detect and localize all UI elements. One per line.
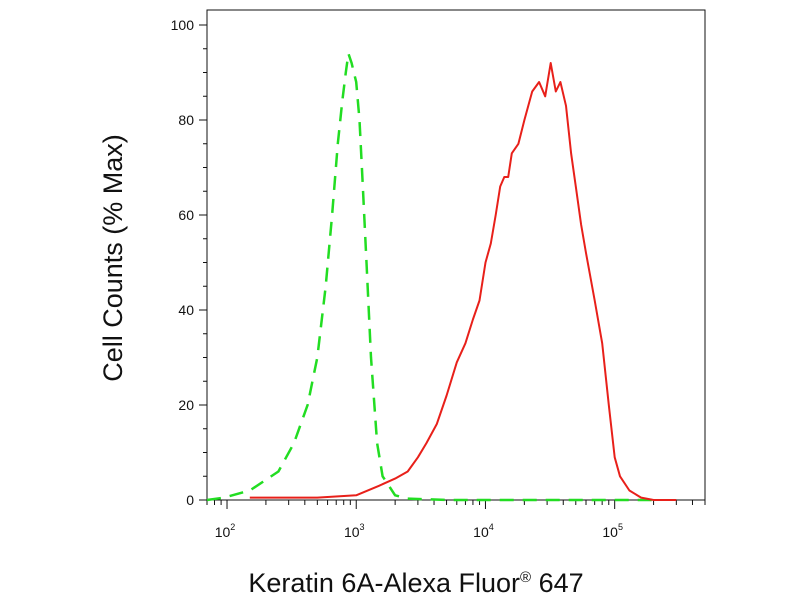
plot-frame [206, 9, 706, 501]
x-tick-label: 104 [473, 522, 494, 540]
series-1-line [249, 62, 677, 501]
y-axis-title: Cell Counts (% Max) [98, 134, 128, 382]
x-tick-base: 10 [215, 524, 231, 540]
x-tick-base: 10 [473, 524, 489, 540]
x-axis-title: Keratin 6A-Alexa Fluor® 647 [248, 568, 583, 598]
series-0-line [206, 52, 654, 502]
y-axis: 0 20 40 60 80 100 [171, 17, 207, 508]
y-tick-label: 0 [186, 492, 194, 508]
x-axis-title-main: Keratin 6A-Alexa Fluor [248, 568, 520, 598]
x-tick-exponent: 3 [360, 522, 365, 532]
y-tick-label: 40 [178, 302, 194, 318]
x-tick-label: 105 [602, 522, 623, 540]
y-tick-label: 80 [178, 112, 194, 128]
x-axis: 102 103 104 105 [206, 500, 706, 540]
y-tick-label: 60 [178, 207, 194, 223]
y-tick-label: 100 [171, 17, 195, 33]
x-axis-title-suffix: 647 [531, 568, 584, 598]
x-tick-exponent: 4 [489, 522, 494, 532]
x-tick-base: 10 [344, 524, 360, 540]
y-tick-label: 20 [178, 397, 194, 413]
x-tick-label: 103 [344, 522, 365, 540]
x-tick-label: 102 [215, 522, 236, 540]
series-layer [206, 52, 677, 502]
x-axis-title-sup: ® [520, 569, 531, 586]
x-tick-base: 10 [602, 524, 618, 540]
x-tick-exponent: 2 [230, 522, 235, 532]
x-tick-exponent: 5 [618, 522, 623, 532]
